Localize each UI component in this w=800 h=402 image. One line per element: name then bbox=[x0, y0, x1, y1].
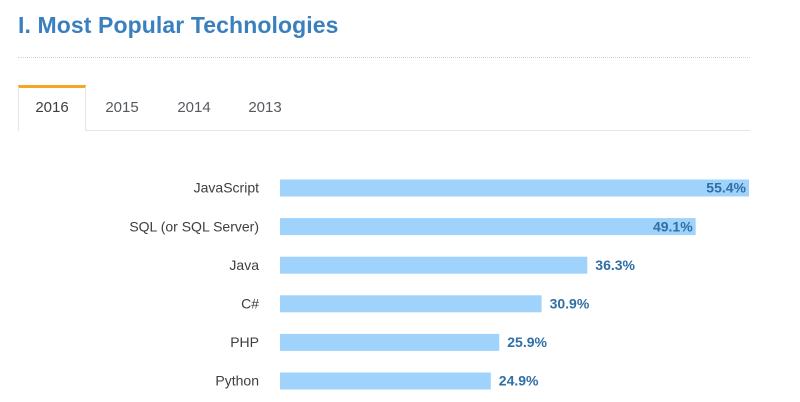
category-label-python: Python bbox=[215, 373, 259, 389]
bar-sql-or-sql-server bbox=[280, 218, 696, 236]
category-label-java: Java bbox=[229, 257, 259, 273]
value-label-c: 30.9% bbox=[550, 296, 590, 312]
tab-2014[interactable]: 2014 bbox=[177, 99, 211, 116]
bar-c bbox=[280, 295, 542, 313]
value-label-python: 24.9% bbox=[499, 373, 539, 389]
value-label-php: 25.9% bbox=[507, 334, 547, 350]
category-label-javascript: JavaScript bbox=[194, 180, 259, 196]
category-label-c: C# bbox=[241, 296, 259, 312]
bar-python bbox=[280, 372, 491, 390]
title-divider bbox=[18, 57, 750, 58]
page-title: I. Most Popular Technologies bbox=[18, 12, 339, 38]
value-label-javascript: 55.4% bbox=[706, 180, 746, 196]
bar-java bbox=[280, 256, 588, 274]
tab-2015[interactable]: 2015 bbox=[105, 99, 139, 116]
category-label-sql-or-sql-server: SQL (or SQL Server) bbox=[129, 218, 259, 234]
bar-php bbox=[280, 333, 500, 351]
category-label-php: PHP bbox=[230, 334, 259, 350]
value-label-sql-or-sql-server: 49.1% bbox=[653, 218, 693, 234]
tabs-divider bbox=[18, 130, 750, 131]
year-tabs: 2016 2015 2014 2013 bbox=[18, 85, 300, 131]
value-label-java: 36.3% bbox=[595, 257, 635, 273]
tab-2013[interactable]: 2013 bbox=[248, 99, 282, 116]
bar-javascript bbox=[280, 179, 749, 197]
tab-2016[interactable]: 2016 bbox=[18, 85, 86, 131]
